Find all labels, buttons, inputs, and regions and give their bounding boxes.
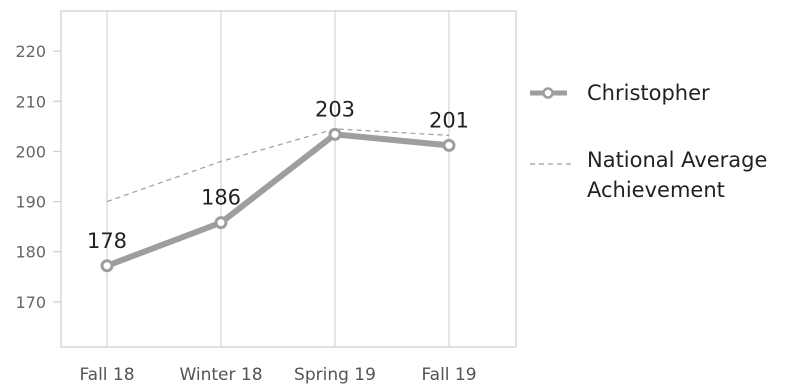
- y-tick-label: 200: [15, 142, 46, 161]
- data-label-christopher: 201: [429, 108, 469, 132]
- legend-item-national-average: National Average Achievement: [530, 148, 767, 202]
- data-labels: 178 186 203 201: [87, 97, 469, 252]
- data-point-christopher: [214, 216, 228, 230]
- y-tick-label: 210: [15, 92, 46, 111]
- vertical-gridlines: [106, 11, 450, 347]
- data-label-christopher: 203: [315, 97, 355, 121]
- x-axis-ticks: Fall 18 Winter 18 Spring 19 Fall 19: [79, 365, 476, 385]
- point-markers: [100, 127, 456, 273]
- y-axis-ticks: 170 180 190 200 210 220: [15, 42, 61, 312]
- x-tick-label: Fall 19: [421, 365, 476, 385]
- data-point-christopher: [328, 127, 342, 141]
- x-tick-label: Fall 18: [79, 365, 134, 385]
- legend-label-national-average-line-1: National Average: [587, 148, 767, 172]
- y-tick-label: 170: [15, 293, 46, 312]
- x-tick-label: Spring 19: [294, 365, 376, 385]
- series-line-national-average: [106, 128, 450, 203]
- legend: Christopher National Average Achievement: [530, 81, 767, 202]
- legend-circle-marker: [542, 87, 554, 99]
- plot-frame: [60, 10, 517, 348]
- data-label-christopher: 178: [87, 229, 127, 253]
- series-layer: [104, 128, 452, 269]
- legend-label-christopher: Christopher: [587, 81, 710, 105]
- data-point-christopher: [100, 259, 114, 273]
- series-line-christopher: [104, 131, 452, 269]
- data-label-christopher: 186: [201, 186, 241, 210]
- y-tick-label: 220: [15, 42, 46, 61]
- legend-item-christopher: Christopher: [530, 81, 710, 105]
- legend-label-national-average-line-2: Achievement: [587, 178, 725, 202]
- x-tick-label: Winter 18: [179, 365, 262, 385]
- y-tick-label: 190: [15, 193, 46, 212]
- y-tick-label: 180: [15, 243, 46, 262]
- data-point-christopher: [442, 138, 456, 152]
